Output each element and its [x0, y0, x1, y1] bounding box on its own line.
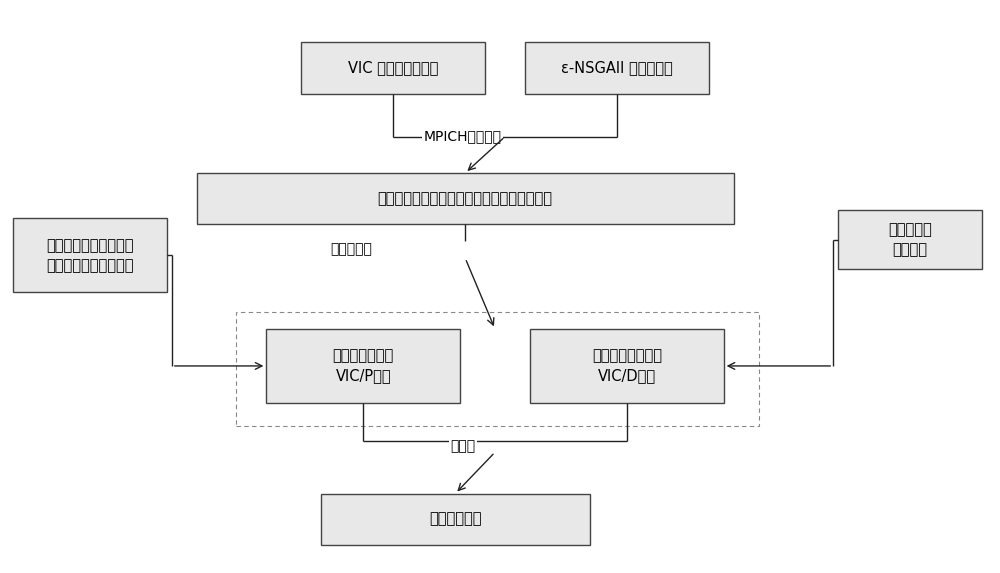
- Text: ε-NSGAII 多目标算法: ε-NSGAII 多目标算法: [561, 61, 673, 76]
- Text: 针对日径流模拟的
VIC/D模型: 针对日径流模拟的 VIC/D模型: [592, 348, 662, 383]
- Text: 实测日径流
数据资料: 实测日径流 数据资料: [888, 222, 932, 257]
- Text: 针对峰值模拟的
VIC/P模型: 针对峰值模拟的 VIC/P模型: [333, 348, 394, 383]
- Bar: [197, 173, 734, 224]
- Bar: [266, 329, 460, 403]
- Bar: [838, 210, 982, 269]
- Bar: [301, 42, 485, 93]
- Text: 整合率定径流: 整合率定径流: [429, 512, 482, 527]
- Text: 多目标率定: 多目标率定: [330, 242, 372, 257]
- Text: 利用反距离插值将气象数据插值到模型分辨率: 利用反距离插值将气象数据插值到模型分辨率: [378, 191, 553, 206]
- Text: MPICH并行编程: MPICH并行编程: [424, 129, 502, 144]
- Bar: [321, 493, 590, 545]
- Text: 模块法: 模块法: [450, 439, 475, 453]
- Text: 根据超定量法从实测日
径流中选取的峰值序列: 根据超定量法从实测日 径流中选取的峰值序列: [46, 238, 134, 273]
- Bar: [530, 329, 724, 403]
- Bar: [525, 42, 709, 93]
- Text: VIC 水文模型源程序: VIC 水文模型源程序: [348, 61, 438, 76]
- Bar: [13, 218, 167, 292]
- Bar: [236, 312, 759, 426]
